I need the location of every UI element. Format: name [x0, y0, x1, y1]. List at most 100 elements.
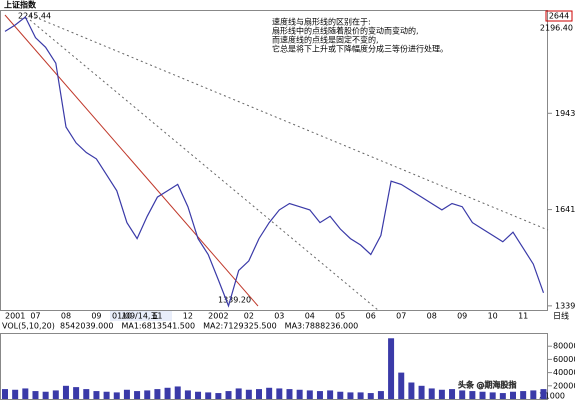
volume-info: MA2:7129325.500: [203, 322, 277, 331]
volume-bar: [52, 390, 59, 399]
speed-line: [29, 19, 379, 311]
volume-bar: [316, 391, 323, 399]
volume-bar: [123, 389, 130, 399]
volume-bar: [327, 390, 334, 399]
volume-bar: [530, 390, 537, 399]
x-tick-label: 07: [396, 312, 406, 321]
y-tick-label: 60000: [553, 355, 575, 364]
volume-bar: [418, 385, 425, 399]
x-tick-label: 06: [366, 312, 376, 321]
volume-bar: [398, 372, 405, 399]
volume-bar: [286, 389, 293, 399]
x-tick-label: 2001: [5, 312, 25, 321]
x-tick-label: 07: [30, 312, 40, 321]
price-panel: [0, 10, 548, 311]
x-tick-label: 10: [122, 312, 132, 321]
y-tick-label: 1339: [555, 301, 575, 310]
volume-bar: [347, 392, 354, 399]
volume-bar: [83, 389, 90, 399]
y-tick-label: 1943: [555, 109, 575, 118]
x-tick-label: 08: [427, 312, 437, 321]
volume-bar: [520, 391, 527, 399]
volume-bar: [499, 393, 506, 399]
volume-bar: [42, 391, 49, 399]
x-tick-label: 08: [61, 312, 71, 321]
y-tick-label: 40000: [553, 368, 575, 377]
volume-bar: [540, 389, 547, 399]
volume-bar: [215, 393, 222, 399]
high-label: 2245.44: [18, 12, 51, 21]
volume-info: 8542039.000: [60, 322, 113, 331]
volume-bar: [103, 391, 110, 399]
volume-bar: [245, 389, 252, 399]
volume-bar: [266, 387, 273, 399]
volume-bar: [235, 388, 242, 399]
volume-bar: [408, 382, 415, 399]
volume-bar: [164, 387, 171, 399]
x-tick-label: 03: [274, 312, 284, 321]
volume-bar: [225, 391, 232, 399]
annotation: 它总是将下上升或下降幅度分成三等份进行处理。: [272, 44, 448, 54]
volume-bar: [12, 389, 19, 399]
volume-bar: [479, 391, 486, 399]
speed-line: [29, 14, 549, 231]
volume-bar: [205, 392, 212, 399]
volume-bar: [256, 389, 262, 399]
volume-bar: [459, 390, 466, 399]
code-box: [545, 10, 573, 22]
volume-bar: [113, 392, 120, 399]
volume-info: MA1:6813541.500: [121, 322, 195, 331]
volume-bar: [296, 389, 303, 399]
corner-code: 2644: [549, 12, 569, 21]
volume-bar: [2, 389, 8, 399]
volume-bar: [357, 392, 364, 399]
volume-bar: [367, 393, 374, 399]
volume-bar: [195, 391, 202, 399]
y-tick-label: 80000: [553, 342, 575, 351]
volume-bar: [144, 390, 151, 399]
x-tick-label: 02: [244, 312, 254, 321]
volume-bar: [22, 388, 29, 399]
cursor-box: [110, 311, 172, 321]
annotation: 速度线与扇形线的区别在于:: [272, 17, 371, 27]
volume-bar: [174, 386, 181, 399]
volume-bar: [306, 390, 313, 399]
chart-title: 上证指数: [4, 0, 37, 10]
cursor-date: 01/09/14,五: [112, 312, 158, 321]
volume-title: VOL(5,10,20): [2, 322, 55, 331]
annotation: 而速度线的点线是固定不变的,: [272, 35, 379, 45]
y-tick-label: 20000: [553, 381, 575, 390]
volume-bar: [377, 391, 384, 399]
x-tick-label: 12: [183, 312, 193, 321]
corner-price: 2196.40: [540, 24, 573, 33]
x-tick-label: 04: [305, 312, 315, 321]
annotation: 扇形线中的点线随着股价的变动而变动的,: [272, 26, 419, 36]
watermark: 头条 @期海股指: [458, 380, 517, 390]
volume-bar: [428, 388, 435, 399]
volume-bar: [62, 385, 69, 399]
volume-bar: [276, 388, 283, 399]
y-tick-label: 1641: [555, 205, 575, 214]
x-tick-label: 10: [488, 312, 498, 321]
x-tick-label: 11: [518, 312, 528, 321]
volume-bar: [134, 391, 141, 399]
volume-bar: [184, 390, 191, 399]
x-tick-label: 09: [91, 312, 101, 321]
low-label: 1339.20: [218, 296, 251, 305]
volume-bar: [489, 392, 496, 399]
volume-bar: [388, 338, 395, 399]
volume-bar: [449, 389, 456, 399]
volume-panel: [0, 333, 548, 400]
volume-bar: [337, 391, 344, 399]
volume-bar: [438, 389, 445, 399]
volume-info: MA3:7888236.000: [285, 322, 359, 331]
volume-bar: [32, 391, 39, 399]
volume-bar: [73, 387, 80, 399]
volume-bar: [93, 391, 100, 399]
price-line: [4, 16, 545, 308]
x-tick-label: 09: [457, 312, 467, 321]
x-tick-label: 05: [335, 312, 345, 321]
unit-label: X1000: [539, 392, 565, 401]
